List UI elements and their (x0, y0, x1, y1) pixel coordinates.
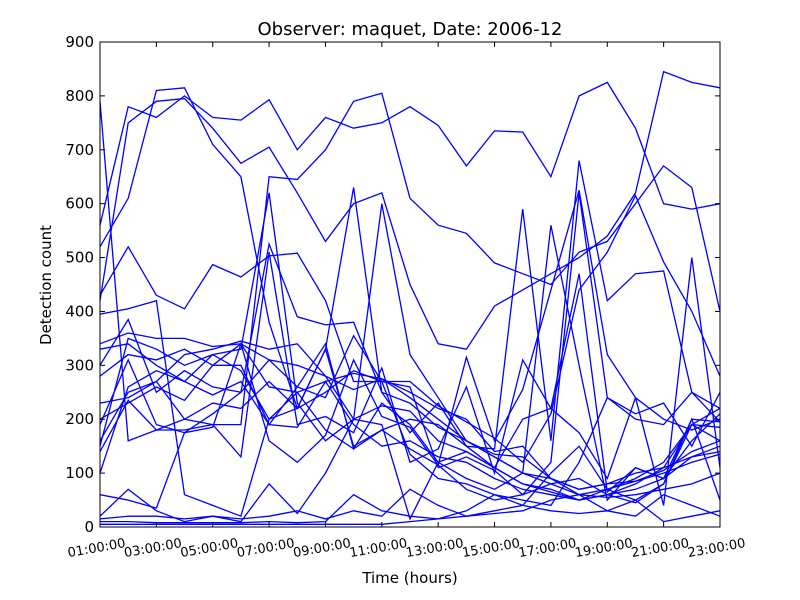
series-line-3 (99, 70, 721, 350)
series-line-10 (99, 241, 721, 490)
x-tick-label: 19:00:00 (574, 536, 634, 561)
series-line-16 (99, 347, 721, 504)
y-tick-label: 500 (65, 249, 94, 267)
x-tick-label: 15:00:00 (461, 536, 521, 561)
series-line-6 (99, 160, 721, 518)
series-line-11 (99, 203, 721, 496)
x-tick-label: 23:00:00 (687, 536, 747, 561)
y-axis-label: Detection count (37, 225, 55, 345)
y-tick-label: 900 (65, 33, 94, 51)
series-line-15 (99, 225, 721, 502)
x-axis-label: Time (hours) (361, 569, 457, 587)
y-tick-label: 700 (65, 141, 94, 159)
x-tick-label: 01:00:00 (67, 536, 127, 561)
x-tick-label: 13:00:00 (405, 536, 465, 561)
series-line-17 (99, 252, 721, 481)
series-line-8 (99, 332, 721, 499)
series-line-19 (99, 273, 721, 523)
series-line-12 (99, 337, 721, 501)
x-tick-label: 17:00:00 (517, 536, 577, 561)
y-tick-label: 300 (65, 356, 94, 374)
x-tick-label: 11:00:00 (348, 536, 408, 561)
x-tick-label: 21:00:00 (630, 536, 690, 561)
series-line-1 (99, 87, 721, 496)
y-tick-label: 200 (65, 410, 94, 428)
y-tick-label: 0 (84, 518, 94, 536)
y-tick-label: 800 (65, 87, 94, 105)
series-line-14 (99, 334, 721, 507)
y-tick-label: 600 (65, 195, 94, 213)
series-line-13 (99, 369, 721, 501)
series-line-4 (99, 92, 721, 442)
series-line-5 (99, 194, 721, 464)
series-line-7 (99, 342, 721, 490)
series-line-18 (99, 190, 721, 509)
series-line-21 (100, 493, 721, 524)
series-line-22 (100, 493, 721, 525)
x-tick-label: 07:00:00 (236, 536, 296, 561)
series-line-20 (99, 417, 721, 520)
y-axis: 0 100 200 300 400 500 600 700 800 900 (65, 33, 720, 536)
chart-title: Observer: maquet, Date: 2006-12 (257, 19, 562, 40)
y-tick-label: 400 (65, 302, 94, 320)
y-tick-label: 100 (65, 464, 94, 482)
x-tick-label: 09:00:00 (292, 536, 352, 561)
x-tick-label: 05:00:00 (179, 536, 239, 561)
series-line-2 (99, 81, 721, 226)
x-tick-label: 03:00:00 (123, 536, 183, 561)
plot-frame (99, 41, 721, 528)
series-lines (99, 70, 721, 525)
